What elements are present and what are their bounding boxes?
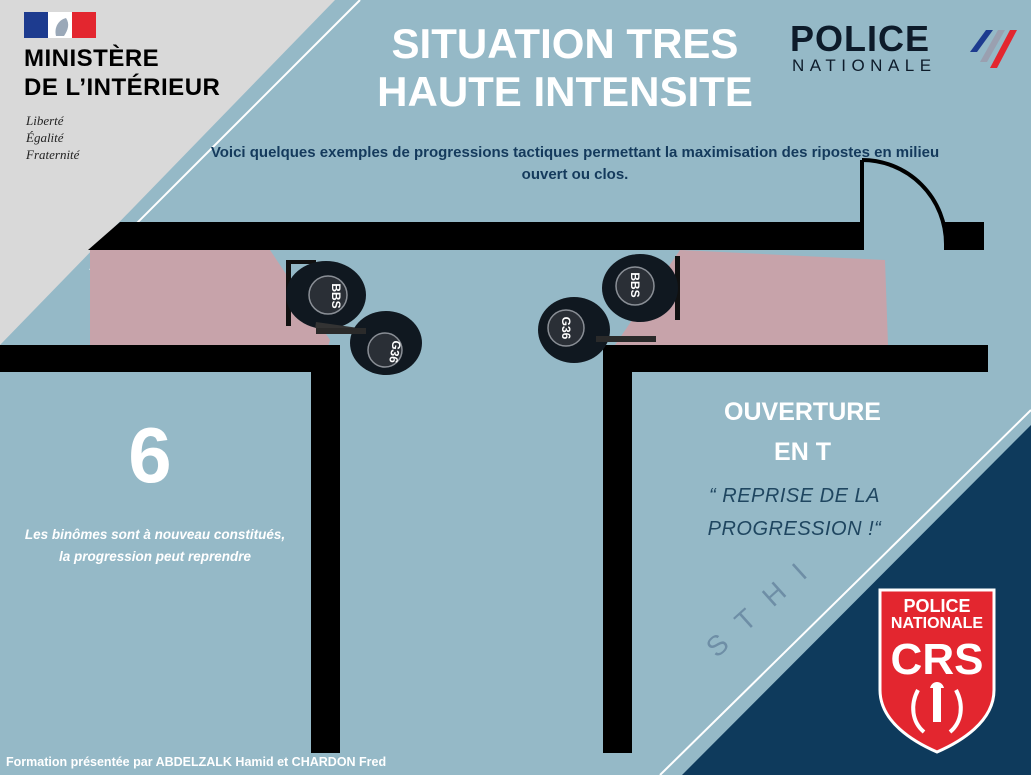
top-left-corner-panel	[0, 0, 335, 345]
motto-fraternite: Fraternité	[26, 147, 80, 162]
situation-title-line-2: EN T	[774, 438, 831, 466]
step-description: Les binômes sont à nouveau constitués, l…	[24, 527, 286, 564]
step-number: 6	[128, 411, 172, 499]
title-line-1: SITUATION TRES	[391, 20, 739, 67]
republic-motto: Liberté Égalité Fraternité	[26, 112, 79, 163]
police-logo-sub: NATIONALE	[792, 56, 937, 75]
ministry-name: MINISTÈRE DE L’INTÉRIEUR	[24, 44, 220, 102]
operator-label: G36	[559, 317, 573, 340]
door-swing-arc	[861, 158, 948, 245]
operator-bbs-right: BBS	[602, 254, 680, 322]
danger-zone-left	[90, 250, 330, 372]
title-line-2: HAUTE INTENSITE	[377, 68, 753, 115]
ministry-line-1: MINISTÈRE	[24, 45, 160, 72]
operator-label: BBS	[329, 283, 343, 308]
crs-badge-line2: NATIONALE	[891, 615, 983, 632]
situation-title: OUVERTURE EN T	[690, 392, 915, 472]
top-wall	[88, 222, 862, 250]
operator-label: G36	[386, 339, 404, 364]
top-wall-end	[944, 222, 984, 250]
right-vertical-wall	[603, 345, 632, 753]
police-logo-word: POLICE	[790, 18, 931, 59]
situation-title-line-1: OUVERTURE	[724, 398, 881, 426]
torch-icon	[933, 688, 941, 722]
page-subtitle: Voici quelques exemples de progressions …	[210, 144, 940, 183]
crs-badge: POLICE NATIONALE CRS	[878, 588, 996, 754]
situation-quote: “ REPRISE DE LA PROGRESSION !“	[672, 480, 917, 546]
marianne-logo	[24, 12, 96, 38]
left-vertical-wall	[311, 345, 340, 753]
danger-zone-right	[615, 250, 888, 345]
crs-badge-line1: POLICE	[903, 596, 970, 616]
laurel-icon	[911, 689, 963, 734]
left-corridor-wall	[0, 345, 340, 372]
police-flag-icon	[970, 30, 1017, 68]
motto-egalite: Égalité	[26, 130, 64, 145]
operator-g36-left: G36	[316, 311, 422, 375]
right-corridor-wall	[603, 345, 988, 372]
diagonal-line-bottom	[659, 409, 1031, 775]
credit-footer: Formation présentée par ABDELZALK Hamid …	[6, 755, 387, 769]
motto-liberte: Liberté	[26, 113, 64, 128]
quote-line-2: PROGRESSION !“	[707, 518, 882, 540]
operator-label: BBS	[628, 272, 642, 297]
crs-badge-line3: CRS	[891, 635, 984, 684]
operator-g36-right: G36	[538, 297, 656, 363]
ministry-line-2: DE L’INTÉRIEUR	[24, 74, 221, 101]
quote-line-1: “ REPRISE DE LA	[709, 485, 880, 507]
page-title: SITUATION TRES HAUTE INTENSITE	[330, 20, 800, 116]
